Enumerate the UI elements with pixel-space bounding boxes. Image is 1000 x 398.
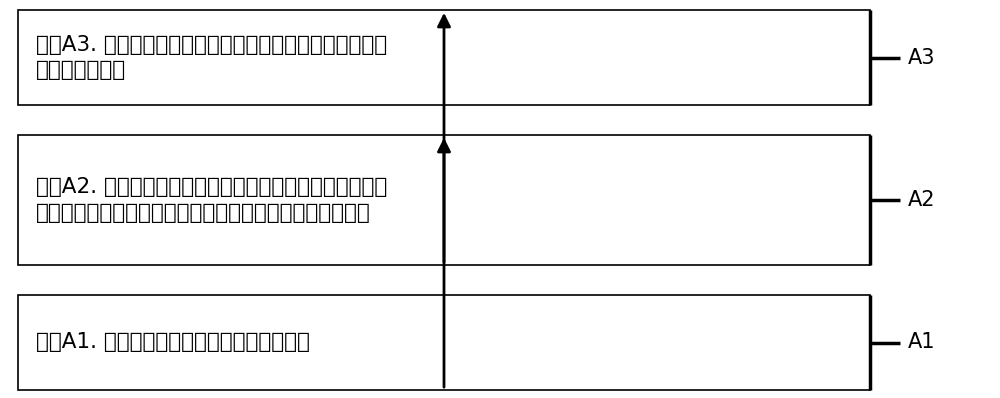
- Text: A3: A3: [908, 47, 936, 68]
- Text: 步骤A1. 将复数个绝缘栅型场效应管并联设置: 步骤A1. 将复数个绝缘栅型场效应管并联设置: [36, 332, 310, 353]
- Text: A1: A1: [908, 332, 936, 353]
- Bar: [18, 10, 870, 105]
- Text: 热阔值进行检测: 热阔值进行检测: [36, 60, 126, 80]
- Bar: [18, 135, 870, 265]
- Text: A2: A2: [908, 190, 936, 210]
- Text: 步骤A2. 向每个所述绝缘栅型场效应管通入反向电流，使所: 步骤A2. 向每个所述绝缘栅型场效应管通入反向电流，使所: [36, 177, 387, 197]
- Bar: [18, 295, 870, 390]
- Text: 步骤A3. 采用热阔检测设备对每个所述绝缘栅型场效应管的: 步骤A3. 采用热阔检测设备对每个所述绝缘栅型场效应管的: [36, 35, 387, 55]
- Text: 述反向电流分别流经每个所述绝缘栅型场效应管的体二极管: 述反向电流分别流经每个所述绝缘栅型场效应管的体二极管: [36, 203, 371, 223]
